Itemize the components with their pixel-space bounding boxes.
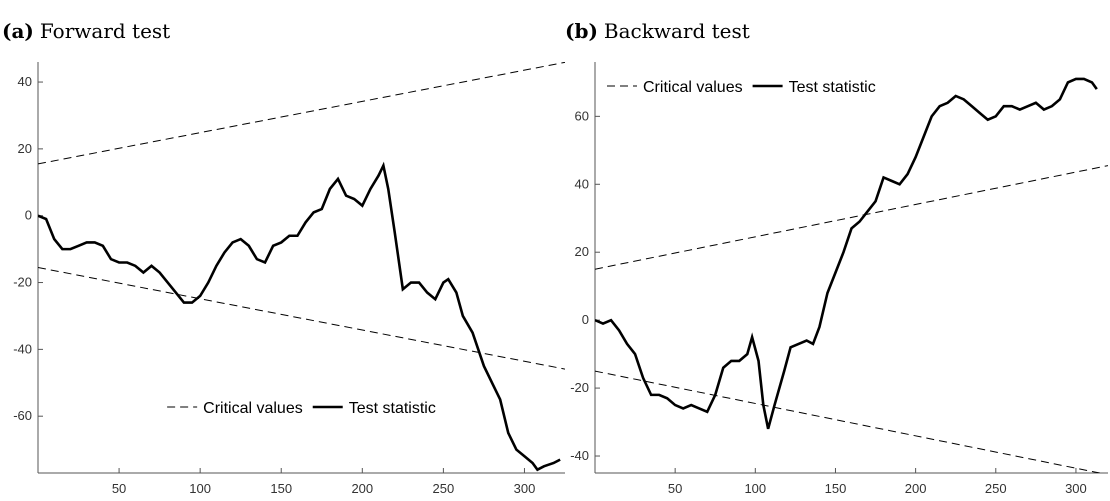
- title: Backward test: [604, 19, 750, 43]
- x-tick-label: 250: [433, 481, 455, 496]
- statistic-line: [38, 161, 561, 472]
- x-tick-label: 100: [189, 481, 211, 496]
- statistic-line: [595, 77, 1098, 430]
- critical-line: [595, 370, 1103, 473]
- x-tick-label: 250: [985, 481, 1007, 496]
- critical-line: [38, 267, 565, 370]
- x-tick-label: 200: [905, 481, 927, 496]
- x-tick-label: 50: [668, 481, 682, 496]
- legend: Critical values Test statistic: [607, 79, 876, 96]
- legend-label: Critical values: [643, 79, 743, 96]
- x-tick-label: 200: [351, 481, 373, 496]
- y-tick-label: 0: [582, 312, 589, 327]
- legend-label: Test statistic: [789, 79, 876, 96]
- y-tick-label: 20: [575, 244, 589, 259]
- x-tick-label: 300: [1065, 481, 1087, 496]
- y-tick-label: -20: [570, 380, 589, 395]
- panel-label: (a): [2, 19, 34, 43]
- legend: Critical values Test statistic: [167, 400, 436, 417]
- y-tick-label: -60: [13, 408, 32, 423]
- panel-title: (a) Forward test: [2, 19, 170, 43]
- panel-label: (b): [565, 19, 598, 43]
- x-tick-label: 100: [744, 481, 766, 496]
- y-tick-label: 40: [575, 176, 589, 191]
- x-tick-label: 150: [825, 481, 847, 496]
- panel-title: (b) Backward test: [565, 19, 750, 43]
- y-tick-label: 20: [18, 141, 32, 156]
- x-tick-label: 150: [270, 481, 292, 496]
- critical-line: [595, 165, 1108, 270]
- x-tick-label: 50: [112, 481, 126, 496]
- y-tick-label: 0: [25, 208, 32, 223]
- title: Forward test: [40, 19, 170, 43]
- critical-line: [38, 62, 565, 165]
- y-tick-label: -40: [13, 341, 32, 356]
- y-tick-label: 60: [575, 108, 589, 123]
- y-tick-label: -40: [570, 448, 589, 463]
- legend-label: Test statistic: [349, 400, 436, 417]
- x-tick-label: 300: [514, 481, 536, 496]
- y-tick-label: 40: [18, 74, 32, 89]
- legend-label: Critical values: [203, 400, 303, 417]
- y-tick-label: -20: [13, 275, 32, 290]
